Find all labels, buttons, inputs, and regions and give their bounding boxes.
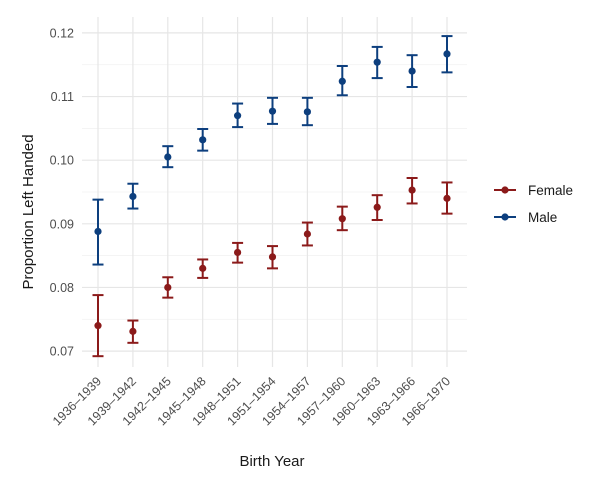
data-point [268,107,277,115]
data-point [373,58,381,66]
y-tick-label: 0.08 [50,281,74,295]
data-point [129,192,137,201]
series-male [92,35,453,266]
legend-item-female: Female [494,183,573,198]
y-axis-ticks: 0.07 0.08 0.09 0.10 0.11 0.12 [50,26,74,358]
series-female [92,177,453,358]
y-tick-label: 0.09 [50,217,74,231]
y-tick-label: 0.10 [50,154,74,168]
data-point [408,67,416,75]
data-point [338,215,346,223]
legend-key-point [501,213,509,221]
legend: Female Male [494,183,573,225]
legend-label: Male [528,210,557,225]
legend-key-point [501,186,509,194]
data-point [94,227,102,236]
series [92,35,453,358]
data-point [338,77,346,85]
data-point [164,153,172,161]
y-tick-label: 0.12 [50,26,74,40]
x-axis-ticks: 1936–19391939–19421942–19451945–19481948… [50,374,453,428]
data-point [94,322,102,330]
data-point [129,327,137,335]
y-axis-title: Proportion Left Handed [20,134,37,289]
data-point [199,264,207,272]
data-point [303,230,311,238]
y-tick-label: 0.11 [51,90,74,104]
data-point [408,186,416,194]
data-point [303,108,311,116]
data-point [443,50,451,58]
data-point [443,194,451,202]
data-point [234,112,242,120]
data-point [234,248,242,257]
data-point [199,136,207,144]
legend-item-male: Male [494,210,557,225]
y-tick-label: 0.07 [50,345,74,359]
x-axis-title: Birth Year [239,453,304,470]
data-point [268,253,277,261]
legend-label: Female [528,183,573,198]
data-point [164,283,172,292]
data-point [373,203,381,211]
